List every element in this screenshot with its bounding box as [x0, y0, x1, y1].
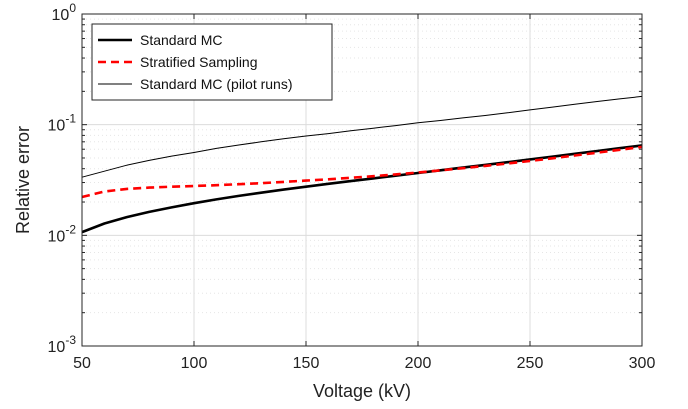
y-axis-label: Relative error — [13, 126, 33, 234]
x-tick-label: 300 — [629, 355, 656, 372]
y-tick-label: 10-1 — [48, 112, 77, 135]
series-line-0 — [81, 144, 643, 234]
x-tick-label: 50 — [73, 355, 91, 372]
y-tick-label: 10-3 — [48, 333, 77, 356]
x-tick-label: 250 — [517, 355, 544, 372]
legend: Standard MC Stratified Sampling Standard… — [91, 23, 333, 101]
legend-label-standard-mc: Standard MC — [140, 32, 222, 48]
x-tick-label: 150 — [293, 355, 320, 372]
y-axis-tick-labels: 10-3 10-2 10-1 100 — [48, 1, 77, 356]
y-tick-label: 10-2 — [48, 222, 77, 245]
x-tick-label: 200 — [405, 355, 432, 372]
axis-ticks — [81, 13, 643, 347]
series-line-2 — [81, 95, 643, 178]
plot-area-frame — [81, 13, 643, 347]
series-layer — [81, 95, 643, 234]
y-tick-label: 100 — [52, 1, 77, 24]
x-axis-tick-labels: 50 100 150 200 250 300 — [73, 355, 655, 372]
series-line-1 — [81, 145, 643, 199]
legend-label-standard-mc-pilot-runs: Standard MC (pilot runs) — [140, 76, 293, 92]
legend-label-stratified-sampling: Stratified Sampling — [140, 54, 258, 70]
x-tick-label: 100 — [181, 355, 208, 372]
x-axis-label: Voltage (kV) — [313, 381, 411, 401]
